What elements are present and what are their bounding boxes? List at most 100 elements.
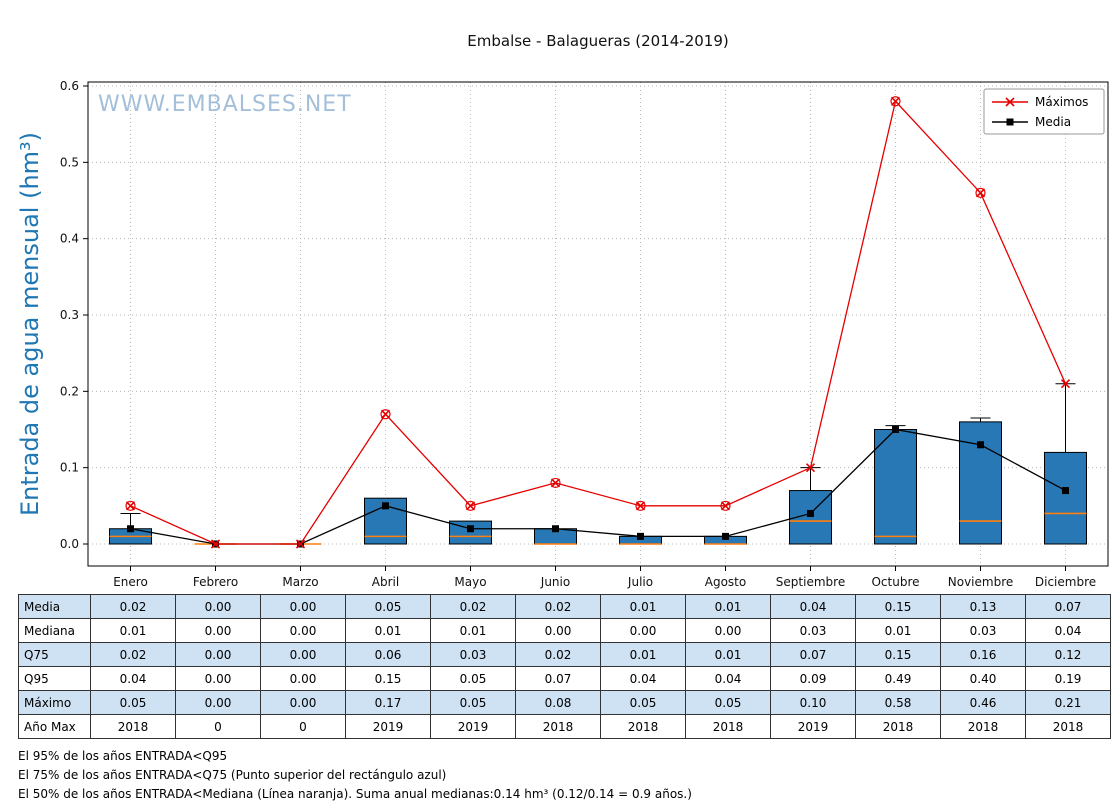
legend-square-marker [1006, 118, 1014, 126]
media-marker [552, 525, 559, 533]
table-cell: 2018 [855, 714, 941, 739]
table-cell: 0.02 [515, 642, 601, 667]
row-label: Mediana [18, 618, 91, 643]
x-marker [975, 188, 986, 198]
x-tick-label: Septiembre [776, 575, 845, 589]
x-marker [550, 478, 561, 488]
table-cell: 0.00 [175, 666, 261, 691]
table-row: Mediana 0.01 0.00 0.00 0.01 0.01 0.00 0.00 0.00 0… [18, 618, 1111, 643]
table-cell: 0.03 [430, 642, 516, 667]
table-cell: 0.00 [175, 594, 261, 619]
footnote-q75: El 75% de los años ENTRADA<Q75 (Punto su… [18, 768, 447, 783]
x-tick-label: Abril [372, 575, 399, 589]
stats-table: Media 0.02 0.00 0.00 0.05 0.02 0.02 0.01 0.01 0.0… [18, 594, 1111, 739]
flier [125, 500, 136, 511]
table-cell: 0.02 [515, 594, 601, 619]
footnote-mediana: El 50% de los años ENTRADA<Mediana (Líne… [18, 787, 692, 802]
x-tick-label: Diciembre [1035, 575, 1096, 589]
y-tick-label: 0.3 [60, 308, 79, 322]
table-cell: 0.00 [515, 618, 601, 643]
x-marker [805, 463, 816, 473]
table-cell: 0.09 [770, 666, 856, 691]
table-cell: 0.00 [260, 618, 346, 643]
x-marker [465, 501, 476, 511]
box [959, 421, 1002, 545]
watermark: WWW.EMBALSES.NET [98, 92, 352, 117]
x-tick-label: Enero [113, 575, 148, 589]
plot-border [87, 81, 1109, 567]
x-tick-label: Junio [540, 575, 570, 589]
table-cell: 0.15 [855, 642, 941, 667]
table-cell: 0.49 [855, 666, 941, 691]
box [449, 520, 492, 545]
x-marker [1060, 379, 1071, 389]
table-cell: 0.08 [515, 690, 601, 715]
legend-x-marker [1005, 97, 1015, 107]
y-tick-label: 0.0 [60, 537, 79, 551]
table-cell: 0.04 [770, 594, 856, 619]
y-tick-label: 0.5 [60, 155, 79, 169]
flier [465, 500, 476, 511]
table-row: Q75 0.02 0.00 0.00 0.06 0.03 0.02 0.01 0.01 0.07 0… [18, 642, 1111, 667]
table-cell: 0.00 [600, 618, 686, 643]
legend-label: Media [1035, 115, 1071, 129]
media-marker [977, 441, 984, 449]
table-cell: 0.03 [940, 618, 1026, 643]
table-cell: 0.07 [770, 642, 856, 667]
table-cell: 0.05 [685, 690, 771, 715]
table-cell: 2018 [90, 714, 176, 739]
table-cell: 0.15 [855, 594, 941, 619]
table-cell: 0.00 [685, 618, 771, 643]
chart-title: Embalse - Balagueras (2014-2019) [467, 32, 729, 50]
table-cell: 0.05 [430, 690, 516, 715]
x-tick-label: Mayo [454, 575, 486, 589]
table-cell: 0.19 [1025, 666, 1111, 691]
table-cell: 0.58 [855, 690, 941, 715]
table-cell: 0.10 [770, 690, 856, 715]
y-tick-label: 0.2 [60, 384, 79, 398]
flier [890, 96, 901, 107]
box [1044, 451, 1087, 545]
table-cell: 0.02 [430, 594, 516, 619]
maximos-series [125, 96, 1071, 549]
table-row: Media 0.02 0.00 0.00 0.05 0.02 0.02 0.01 0.01 0.0… [18, 594, 1111, 619]
table-cell: 0.00 [175, 642, 261, 667]
x-marker [295, 539, 306, 549]
table-cell: 0.00 [260, 690, 346, 715]
media-marker [1062, 487, 1069, 495]
table-cell: 0.06 [345, 642, 431, 667]
table-cell: 0.15 [345, 666, 431, 691]
table-cell: 0.13 [940, 594, 1026, 619]
table-cell: 2018 [685, 714, 771, 739]
row-label: Media [18, 594, 91, 619]
media-marker [382, 502, 389, 510]
table-cell: 0.01 [430, 618, 516, 643]
table-cell: 0.16 [940, 642, 1026, 667]
table-row: Año Max 2018 0 0 2019 2019 2018 2018 2018 2019 201… [18, 714, 1111, 739]
table-cell: 2018 [1025, 714, 1111, 739]
row-label: Año Max [18, 714, 91, 739]
table-cell: 0.04 [600, 666, 686, 691]
footnotes: El 95% de los años ENTRADA<Q95 El 75% de… [18, 747, 1120, 805]
table-cell: 0.01 [855, 618, 941, 643]
table-cell: 0.04 [90, 666, 176, 691]
table-cell: 0.00 [260, 666, 346, 691]
row-label: Q95 [18, 666, 91, 691]
table-cell: 0.01 [685, 642, 771, 667]
table-cell: 0.00 [260, 642, 346, 667]
media-marker [722, 532, 729, 540]
row-label: Q75 [18, 642, 91, 667]
legend-label: Máximos [1035, 95, 1088, 109]
table-cell: 0 [175, 714, 261, 739]
media-marker [892, 426, 899, 433]
table-cell: 0.04 [1025, 618, 1111, 643]
x-marker [635, 501, 646, 511]
table-cell: 0.05 [600, 690, 686, 715]
y-tick-label: 0.1 [60, 461, 79, 475]
table-cell: 0.02 [90, 642, 176, 667]
x-marker [210, 539, 221, 549]
table-cell: 0.02 [90, 594, 176, 619]
x-tick-label: Marzo [282, 575, 318, 589]
y-axis-label: Entrada de agua mensual (hm³) [16, 131, 44, 517]
table-cell: 2018 [600, 714, 686, 739]
